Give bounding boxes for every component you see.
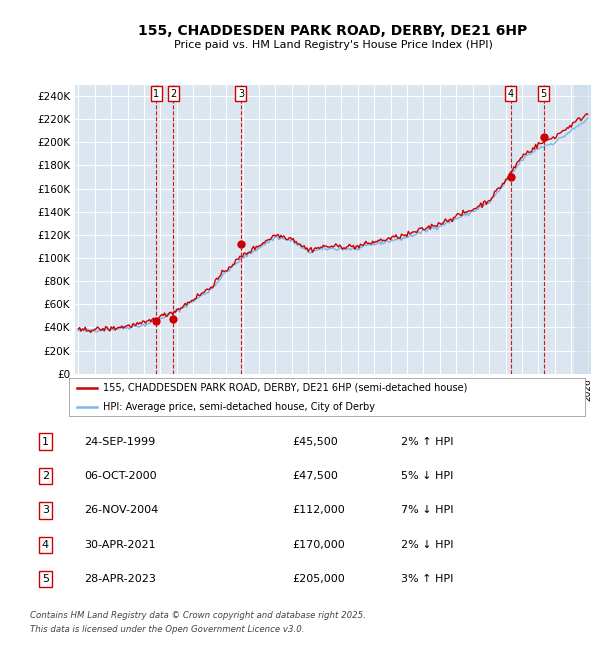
Text: 5: 5	[42, 575, 49, 584]
Text: 2: 2	[42, 471, 49, 481]
Text: Contains HM Land Registry data © Crown copyright and database right 2025.: Contains HM Land Registry data © Crown c…	[30, 611, 366, 619]
Text: £112,000: £112,000	[292, 506, 345, 515]
Text: 28-APR-2023: 28-APR-2023	[85, 575, 157, 584]
Text: 2% ↑ HPI: 2% ↑ HPI	[401, 437, 454, 447]
Text: 155, CHADDESDEN PARK ROAD, DERBY, DE21 6HP: 155, CHADDESDEN PARK ROAD, DERBY, DE21 6…	[139, 24, 527, 38]
Text: £205,000: £205,000	[292, 575, 345, 584]
Text: 3: 3	[238, 89, 244, 99]
Text: 4: 4	[42, 540, 49, 550]
Text: 2% ↓ HPI: 2% ↓ HPI	[401, 540, 454, 550]
Text: 155, CHADDESDEN PARK ROAD, DERBY, DE21 6HP (semi-detached house): 155, CHADDESDEN PARK ROAD, DERBY, DE21 6…	[103, 383, 467, 393]
Text: This data is licensed under the Open Government Licence v3.0.: This data is licensed under the Open Gov…	[30, 625, 305, 634]
Text: 1: 1	[153, 89, 159, 99]
Text: 3: 3	[42, 506, 49, 515]
Bar	[575, 84, 596, 374]
Text: Price paid vs. HM Land Registry's House Price Index (HPI): Price paid vs. HM Land Registry's House …	[173, 40, 493, 51]
Text: £45,500: £45,500	[292, 437, 338, 447]
Text: 2: 2	[170, 89, 176, 99]
Text: 3% ↑ HPI: 3% ↑ HPI	[401, 575, 454, 584]
Text: 1: 1	[42, 437, 49, 447]
Text: 06-OCT-2000: 06-OCT-2000	[85, 471, 157, 481]
Text: 24-SEP-1999: 24-SEP-1999	[85, 437, 156, 447]
Text: £47,500: £47,500	[292, 471, 338, 481]
Text: 5% ↓ HPI: 5% ↓ HPI	[401, 471, 454, 481]
Text: HPI: Average price, semi-detached house, City of Derby: HPI: Average price, semi-detached house,…	[103, 402, 374, 411]
Text: 26-NOV-2004: 26-NOV-2004	[85, 506, 159, 515]
Text: £170,000: £170,000	[292, 540, 345, 550]
Text: 7% ↓ HPI: 7% ↓ HPI	[401, 506, 454, 515]
Text: 30-APR-2021: 30-APR-2021	[85, 540, 156, 550]
Text: 5: 5	[541, 89, 547, 99]
Text: 4: 4	[508, 89, 514, 99]
